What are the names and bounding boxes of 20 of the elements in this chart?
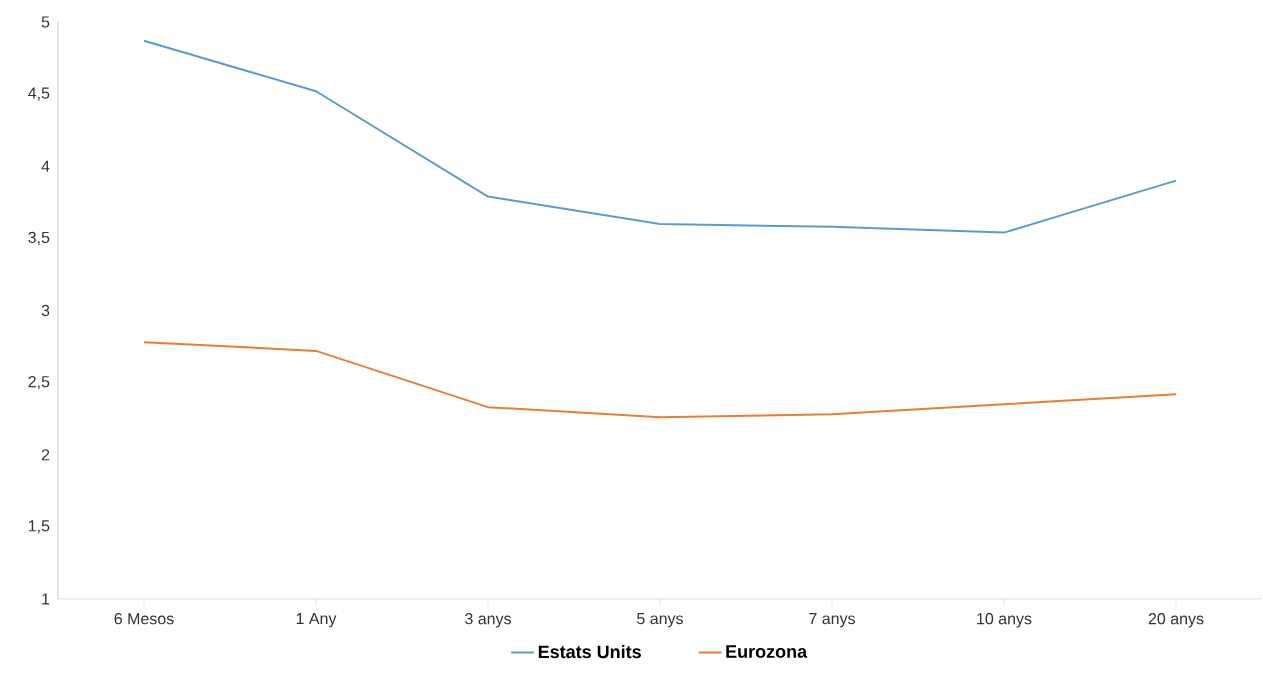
x-tick-label: 1 Any xyxy=(296,613,337,628)
legend-label: Estats Units xyxy=(538,644,641,659)
y-tick-label: 1,5 xyxy=(28,520,50,534)
y-tick-label: 3,5 xyxy=(28,231,50,245)
legend-label: Eurozona xyxy=(726,645,808,658)
y-tick-label: 4 xyxy=(41,160,50,172)
line-series xyxy=(143,39,1177,234)
x-tick-label: 10 anys xyxy=(977,613,1032,628)
line-series xyxy=(143,341,1177,419)
y-tick-label: 2 xyxy=(41,449,50,461)
x-tick-label: 6 Mesos xyxy=(114,613,174,625)
y-tick-label: 3 xyxy=(41,304,50,317)
x-tick-label: 20 anys xyxy=(1148,613,1204,628)
y-tick-label: 1 xyxy=(42,593,50,605)
x-tick-label: 7 anys xyxy=(809,613,855,628)
y-tick-label: 2,5 xyxy=(28,376,50,390)
y-tick-label: 4,5 xyxy=(28,87,50,101)
x-tick-label: 3 anys xyxy=(465,613,511,628)
y-tick-label: 5 xyxy=(41,16,50,28)
x-tick-label: 5 anys xyxy=(637,613,683,628)
